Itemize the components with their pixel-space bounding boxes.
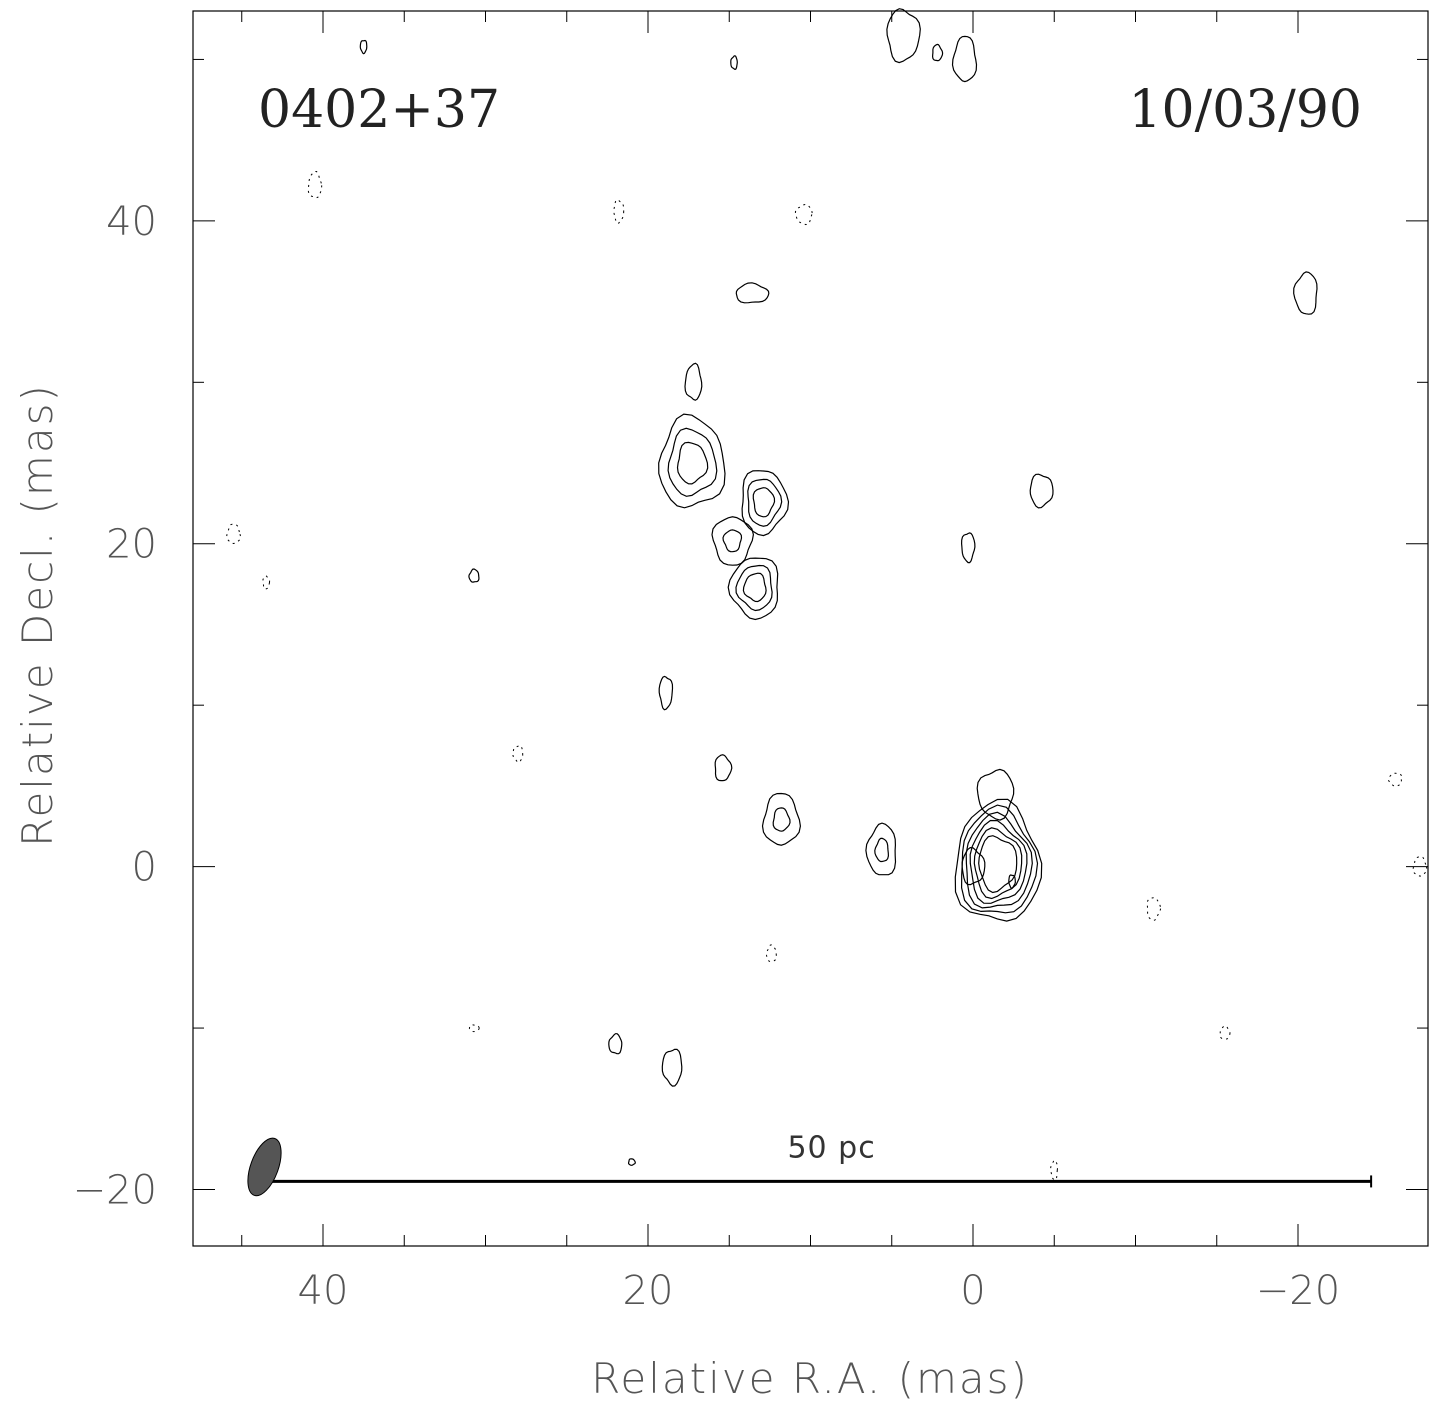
contour-core xyxy=(954,798,1043,922)
tick-labels: 40 20 0 −20 40 20 0 −20 xyxy=(73,199,1341,1314)
x-tick-label: −20 xyxy=(1256,1268,1340,1314)
scale-bar: 50 pc xyxy=(257,1130,1373,1188)
contour-jet-blob-2 xyxy=(741,470,790,537)
negative-contour-lines xyxy=(226,171,1428,1181)
negative-contour xyxy=(794,203,813,226)
contour-jet-blob-3 xyxy=(722,529,743,553)
plot-frame xyxy=(192,10,1429,1247)
contour-knot-N xyxy=(886,8,921,64)
contour-knot-D xyxy=(658,675,674,711)
beam-shape xyxy=(247,1137,282,1197)
source-label: 0402+37 xyxy=(258,80,500,140)
date-label: 10/03/90 xyxy=(1128,80,1362,140)
contour-jet-blob-4 xyxy=(742,572,767,603)
contour-knot-Q xyxy=(468,568,480,583)
contour-core xyxy=(965,811,1033,909)
contour-core-secondary xyxy=(1008,874,1016,889)
scale-bar-label: 50 pc xyxy=(787,1130,875,1165)
negative-contour xyxy=(512,745,524,763)
contour-knot-O xyxy=(359,39,368,55)
contour-core xyxy=(973,827,1023,900)
y-tick-label: −20 xyxy=(73,1167,157,1213)
contour-knot-K xyxy=(1293,271,1318,315)
contour-knot-F xyxy=(608,1033,623,1055)
negative-contour xyxy=(1412,856,1428,877)
y-tick-label: 40 xyxy=(106,199,157,245)
contour-knot-M xyxy=(931,43,944,62)
x-tick-label: 0 xyxy=(960,1268,985,1314)
contour-jet-blob-1 xyxy=(658,413,726,509)
negative-contour xyxy=(226,523,242,545)
contour-core xyxy=(969,819,1028,904)
contour-jet-blob-4 xyxy=(727,557,779,621)
y-tick-label: 0 xyxy=(132,845,157,891)
x-axis-title: Relative R.A. (mas) xyxy=(591,1354,1029,1403)
contour-jet-blob-3 xyxy=(711,516,755,566)
y-tick-label: 20 xyxy=(106,522,157,568)
contour-jet-blob-1 xyxy=(667,427,718,497)
contour-knot-R xyxy=(628,1158,636,1166)
x-tick-label: 40 xyxy=(298,1268,349,1314)
contour-jet-blob-1 xyxy=(676,441,709,485)
contour-knot-I xyxy=(1029,473,1054,509)
x-tick-label: 20 xyxy=(623,1268,674,1314)
negative-contour xyxy=(262,575,271,590)
negative-contour xyxy=(613,199,625,225)
beam-ellipse xyxy=(247,1137,282,1197)
contour-jet-blob-2 xyxy=(747,478,783,527)
contour-core xyxy=(978,835,1018,894)
contour-lines xyxy=(359,8,1318,1166)
y-axis-title: Relative Decl. (mas) xyxy=(13,383,62,847)
negative-contour xyxy=(1146,897,1162,921)
negative-contour xyxy=(468,1024,480,1033)
negative-contour xyxy=(307,171,323,199)
contour-jet-blob-4 xyxy=(735,564,773,612)
contour-knot-G xyxy=(684,362,703,401)
contour-knot-B xyxy=(761,792,802,846)
contour-knot-L xyxy=(951,35,978,83)
contour-knot-B xyxy=(772,807,791,832)
negative-contour xyxy=(1219,1025,1231,1040)
contour-core xyxy=(960,804,1039,914)
contour-knot-A xyxy=(865,822,897,876)
contour-knot-C xyxy=(714,754,733,782)
negative-contour xyxy=(765,944,777,963)
contour-knot-E xyxy=(661,1048,683,1087)
contour-core-extension xyxy=(976,768,1015,821)
contour-jet-blob-2 xyxy=(752,487,776,518)
negative-contour xyxy=(1387,772,1403,787)
plot-area: 50 pc 0402+37 10/03/90 xyxy=(192,8,1429,1247)
contour-knot-A xyxy=(874,837,890,863)
contour-knot-P xyxy=(730,55,738,71)
contour-knot-H xyxy=(735,282,770,304)
negative-contour xyxy=(1050,1159,1059,1181)
contour-knot-J xyxy=(960,532,976,564)
axis-ticks xyxy=(193,11,1428,1246)
contour-core-inner-peak xyxy=(961,846,986,886)
